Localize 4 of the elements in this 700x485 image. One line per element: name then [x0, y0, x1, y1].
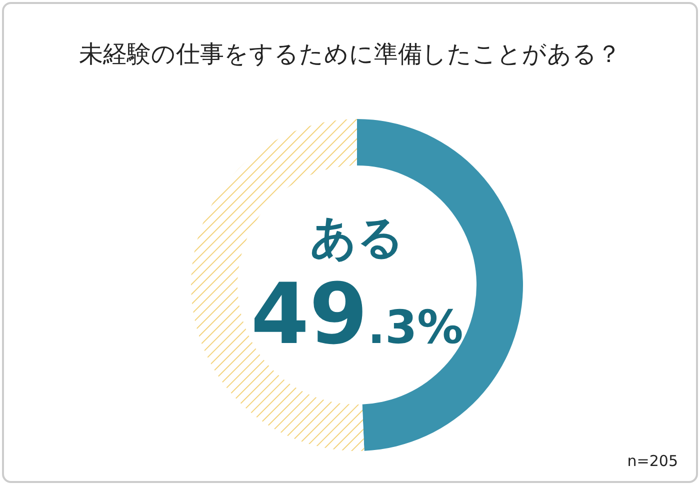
- slice-label: ある: [310, 210, 404, 264]
- chart-title: 未経験の仕事をするために準備したことがある？: [79, 40, 621, 68]
- data-label: 49.3%: [250, 265, 464, 363]
- text: n=205: [627, 452, 678, 470]
